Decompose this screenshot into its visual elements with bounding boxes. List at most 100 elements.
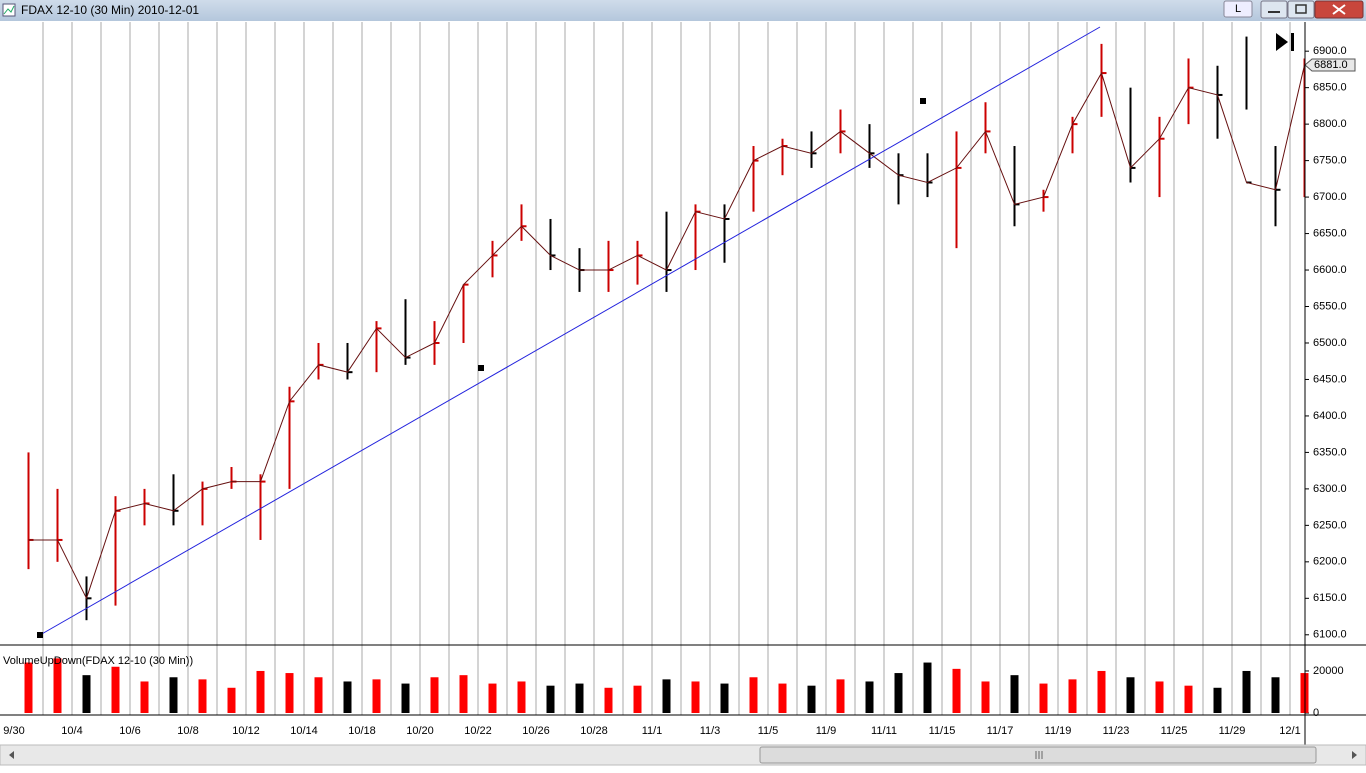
x-tick-label: 10/18 [348,725,376,737]
scrollbar-grip [1035,751,1043,759]
x-tick-label: 11/17 [987,725,1014,737]
volume-bar [952,668,961,713]
volume-bar [1010,675,1019,713]
y-tick-label: 6250.0 [1313,519,1347,531]
volume-bar [691,681,700,713]
x-tick-label: 10/4 [61,725,82,737]
x-tick-label: 10/8 [177,725,198,737]
x-tick-label: 11/11 [871,725,897,737]
close-glyph [1332,4,1346,15]
trend-anchor [37,632,43,638]
volume-bar [1097,670,1106,713]
volume-bar [604,687,613,713]
volume-bar [836,679,845,713]
close-line [28,64,1305,600]
y-tick-label: 6850.0 [1313,82,1347,94]
y-tick-label: 6500.0 [1313,337,1347,349]
volume-bar [285,673,294,713]
x-tick-label: 10/12 [232,725,260,737]
y-tick-label: 6750.0 [1313,155,1347,167]
y-tick-label: 6350.0 [1313,446,1347,458]
last-price-label: 6881.0 [1314,59,1348,71]
l-button-label[interactable]: L [1235,3,1241,15]
y-tick-label: 6400.0 [1313,410,1347,422]
x-tick-label: 11/1 [642,725,663,737]
volume-bar [1155,681,1164,713]
volume-bar [1271,677,1280,713]
volume-bar [169,677,178,713]
volume-bar [517,681,526,713]
y-tick-label: 6100.0 [1313,629,1347,641]
scroll-left[interactable] [9,751,14,759]
volume-bar [227,687,236,713]
volume-bar [865,681,874,713]
y-tick-label: 6200.0 [1313,556,1347,568]
y-tick-label: 6700.0 [1313,191,1347,203]
volume-bar [198,679,207,713]
x-tick-label: 11/29 [1219,725,1246,737]
x-tick-label: 12/1 [1279,725,1300,737]
volume-bar [1184,685,1193,713]
x-tick-label: 11/5 [758,725,779,737]
volume-bar [1039,683,1048,713]
x-tick-label: 10/22 [464,725,492,737]
scroll-end-icon[interactable] [1276,33,1288,51]
scrollbar-thumb[interactable] [759,746,1317,764]
y-tick-label: 0 [1313,707,1319,719]
volume-bar [1126,677,1135,713]
volume-bar [546,685,555,713]
volume-bar [343,681,352,713]
volume-bar [430,677,439,713]
volume-bar [256,670,265,713]
y-tick-label: 6600.0 [1313,264,1347,276]
volume-bar [633,685,642,713]
window-title: FDAX 12-10 (30 Min) 2010-12-01 [21,3,199,17]
title-bar [0,0,1366,21]
volume-bar [459,675,468,713]
volume-bar [111,666,120,713]
maximize-glyph [1295,4,1307,14]
volume-bar [82,675,91,713]
y-tick-label: 6650.0 [1313,227,1347,239]
volume-bar [923,662,932,713]
volume-bar [720,683,729,713]
volume-bar [314,677,323,713]
volume-bar [981,681,990,713]
volume-bar [1213,687,1222,713]
x-tick-label: 11/19 [1045,725,1072,737]
volume-bar [140,681,149,713]
volume-bar [575,683,584,713]
x-tick-label: 11/15 [929,725,956,737]
x-tick-label: 9/30 [3,725,24,737]
volume-bar [894,673,903,713]
x-tick-label: 11/23 [1103,725,1130,737]
x-tick-label: 10/20 [406,725,434,737]
y-tick-label: 6450.0 [1313,373,1347,385]
trend-anchor [478,365,484,371]
x-tick-label: 10/26 [522,725,550,737]
plot-area: 6100.0 6150.0 6200.0 6250.0 6300.0 6350.0 6400… [3,22,1356,737]
x-tick-label: 11/3 [700,725,721,737]
minimize-button[interactable] [1260,0,1288,19]
y-tick-label: 20000 [1313,665,1344,677]
volume-bar [662,679,671,713]
scroll-end-icon-bar[interactable] [1291,33,1294,51]
trend-line [39,26,1101,636]
x-tick-label: 10/14 [290,725,318,737]
x-tick-label: 10/6 [119,725,140,737]
maximize-button[interactable] [1287,0,1315,19]
volume-bar [807,685,816,713]
volume-bar [53,658,62,713]
volume-bar [401,683,410,713]
scroll-right[interactable] [1352,751,1357,759]
x-tick-label: 10/28 [580,725,608,737]
volume-bar [749,677,758,713]
volume-bar [778,683,787,713]
y-tick-label: 6300.0 [1313,483,1347,495]
l-button[interactable] [1223,0,1253,18]
volume-bar [24,662,33,713]
x-tick-label: 11/9 [816,725,837,737]
trend-anchor [920,98,926,104]
y-tick-label: 6550.0 [1313,300,1347,312]
volume-bar [488,683,497,713]
